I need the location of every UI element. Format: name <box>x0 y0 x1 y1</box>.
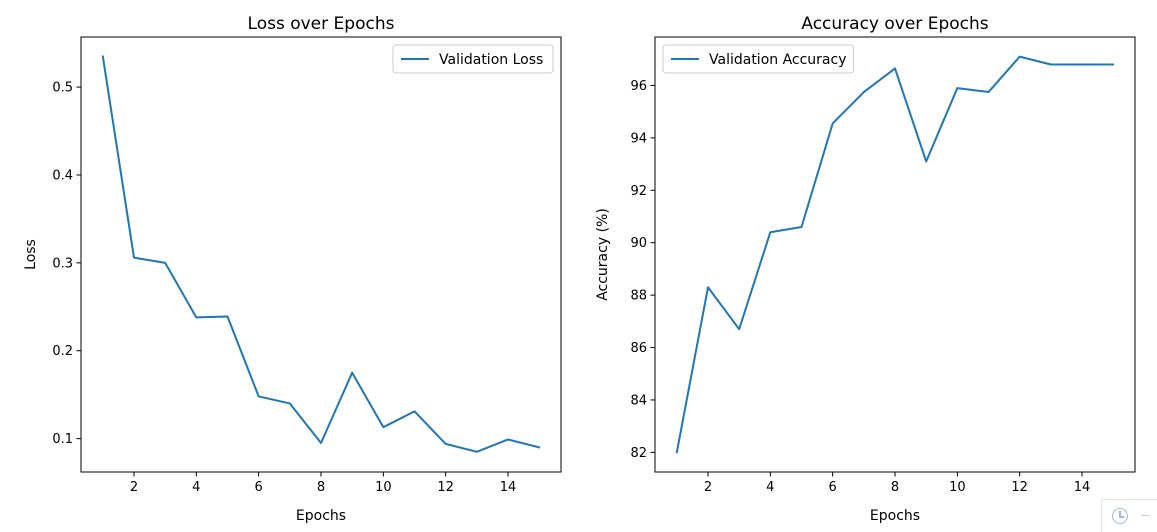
x-tick-label: 12 <box>437 480 454 495</box>
x-tick-label: 6 <box>829 480 837 495</box>
y-tick-label: 0.1 <box>52 432 73 447</box>
x-tick-label: 6 <box>255 480 263 495</box>
y-axis-label: Accuracy (%) <box>595 208 611 301</box>
clock-icon[interactable] <box>1112 508 1128 524</box>
y-tick-label: 84 <box>630 393 647 408</box>
x-tick-label: 8 <box>891 480 899 495</box>
x-tick-label: 2 <box>130 480 138 495</box>
y-tick-label: 0.4 <box>52 168 73 183</box>
chart-accuracy: Accuracy over Epochs 2 4 6 8 10 12 14 82 84 86 88 90… <box>595 14 1136 524</box>
x-tick-label: 14 <box>500 480 517 495</box>
chart-title: Accuracy over Epochs <box>801 14 988 34</box>
y-tick-label: 94 <box>630 131 647 146</box>
legend-label: Validation Loss <box>439 52 543 68</box>
y-tick-label: 0.3 <box>52 256 73 271</box>
y-tick-label: 0.5 <box>52 81 73 96</box>
series-line <box>101 55 541 453</box>
y-tick-label: 96 <box>630 79 647 94</box>
x-axis-label: Epochs <box>870 508 920 524</box>
corner-widget[interactable] <box>1101 499 1157 532</box>
x-tick-label: 4 <box>766 480 774 495</box>
x-tick-label: 14 <box>1074 480 1091 495</box>
y-tick-label: 0.2 <box>52 344 73 359</box>
x-tick-label: 4 <box>192 480 200 495</box>
legend: Validation Loss <box>392 44 554 74</box>
chart-title: Loss over Epochs <box>248 14 395 34</box>
x-tick-label: 8 <box>317 480 325 495</box>
legend: Validation Accuracy <box>662 44 854 74</box>
x-tick-label: 10 <box>375 480 392 495</box>
x-tick-label: 10 <box>949 480 966 495</box>
axes-frame <box>654 36 1136 473</box>
legend-box <box>662 44 854 74</box>
chart-loss: Loss over Epochs 2 4 6 8 10 12 14 0.1 0.2 0.3 0.4 0.… <box>23 14 562 524</box>
y-tick-label: 88 <box>630 289 647 304</box>
legend-label: Validation Accuracy <box>709 52 847 68</box>
y-tick-label: 90 <box>630 236 647 251</box>
x-tick-label: 2 <box>704 480 712 495</box>
minimize-dash-icon[interactable] <box>1141 515 1149 516</box>
y-tick-label: 86 <box>630 341 647 356</box>
legend-box <box>392 44 554 74</box>
x-axis-label: Epochs <box>296 508 346 524</box>
x-tick-label: 12 <box>1011 480 1028 495</box>
y-tick-label: 92 <box>630 184 647 199</box>
series-line <box>675 55 1115 454</box>
y-axis-label: Loss <box>23 239 39 270</box>
y-tick-label: 82 <box>630 446 647 461</box>
axes-frame <box>80 36 562 473</box>
